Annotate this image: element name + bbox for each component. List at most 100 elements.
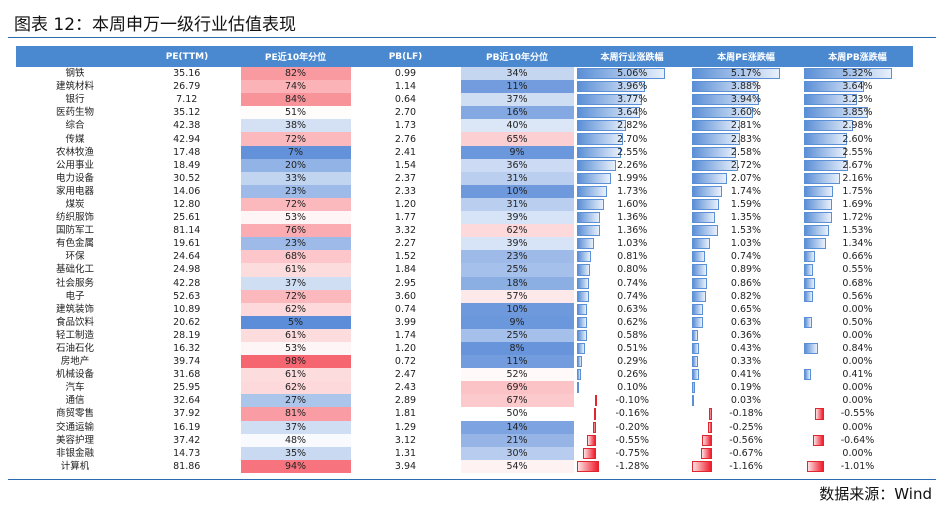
- title-divider: [8, 37, 936, 38]
- pb-percentile-cell: 67%: [459, 394, 575, 408]
- column-header: PE近10年分位: [240, 46, 351, 67]
- pe-value-cell: 81.86: [173, 460, 201, 472]
- change-value: 0.26%: [617, 369, 648, 381]
- pb-value-cell: 1.77: [394, 212, 417, 224]
- pb-percentile-cell: 11%: [459, 80, 575, 94]
- positive-bar: [576, 277, 590, 289]
- change-value: -0.18%: [729, 408, 763, 420]
- positive-bar: [692, 81, 759, 93]
- negative-bar: [708, 408, 712, 420]
- industry-change-cell: 3.64%: [574, 106, 690, 119]
- pe-value-cell: 35.12: [173, 107, 201, 119]
- industry-change-cell: 0.74%: [574, 290, 690, 303]
- industry-name: 非银金融: [55, 447, 94, 459]
- change-value: 1.72%: [842, 212, 873, 224]
- negative-bar: [700, 447, 712, 459]
- pb-change-cell: 1.69%: [802, 198, 913, 211]
- change-value: 2.72%: [730, 159, 762, 171]
- positive-bar: [576, 185, 607, 197]
- positive-bar: [576, 251, 591, 263]
- change-value: 0.51%: [617, 343, 648, 355]
- pb-value-cell: 1.31: [394, 447, 417, 459]
- pe-change-cell: 0.82%: [690, 290, 802, 303]
- negative-bar: [707, 421, 712, 433]
- positive-bar: [804, 133, 847, 145]
- change-value: 0.63%: [730, 316, 762, 328]
- pb-percentile-cell: 25%: [459, 328, 575, 342]
- table-row: 建筑材料 26.79 74% 1.14 11% 3.96% 3.88% 3.64%: [16, 80, 913, 94]
- positive-bar: [576, 133, 624, 145]
- pb-value-cell: 3.94: [394, 460, 417, 472]
- pb-change-cell: 0.84%: [802, 342, 913, 355]
- positive-bar: [692, 264, 708, 276]
- table-row: 银行 7.12 84% 0.64 37% 3.77% 3.94% 3.23%: [16, 93, 913, 107]
- industry-change-cell: -0.75%: [574, 447, 690, 460]
- chart-title: 图表 12：本周申万一级行业估值表现: [14, 15, 297, 35]
- positive-bar: [692, 277, 707, 289]
- change-value: 3.23%: [842, 94, 873, 106]
- pe-change-cell: 0.33%: [690, 355, 802, 368]
- pb-value-cell: 1.20: [394, 198, 417, 210]
- positive-bar: [576, 94, 643, 106]
- pb-change-cell: 0.41%: [802, 368, 913, 381]
- pb-change-cell: 0.66%: [802, 250, 913, 263]
- pe-percentile-cell: 74%: [239, 80, 352, 94]
- pb-percentile-cell: 65%: [459, 132, 575, 146]
- pe-percentile-cell: 37%: [239, 420, 352, 434]
- change-value: -0.55%: [615, 434, 650, 446]
- table-row: 基础化工 24.98 61% 1.84 25% 0.80% 0.89% 0.55%: [16, 263, 913, 277]
- change-value: 1.60%: [617, 198, 648, 210]
- industry-change-cell: 0.62%: [574, 316, 690, 329]
- positive-bar: [576, 264, 591, 276]
- change-value: -0.64%: [840, 434, 875, 446]
- positive-bar: [804, 107, 868, 119]
- table-row: 商贸零售 37.92 81% 1.81 50% -0.16% -0.18% -0.55%: [16, 407, 913, 421]
- industry-change-cell: 0.26%: [574, 368, 690, 381]
- bottom-divider: [8, 479, 936, 480]
- pe-percentile-cell: 51%: [239, 106, 352, 120]
- pe-value-cell: 17.48: [173, 146, 201, 158]
- positive-bar: [804, 277, 816, 289]
- pb-change-cell: 5.32%: [802, 67, 913, 80]
- positive-bar: [804, 212, 833, 224]
- pe-change-cell: -0.56%: [690, 434, 802, 447]
- change-value: 0.50%: [842, 316, 873, 328]
- positive-bar: [576, 238, 595, 250]
- positive-bar: [576, 172, 612, 184]
- table-row: 建筑装饰 10.89 62% 0.74 10% 0.63% 0.65% 0.00%: [16, 302, 913, 316]
- change-value: 0.68%: [842, 277, 873, 289]
- pb-value-cell: 1.52: [394, 251, 417, 263]
- pb-change-cell: 0.50%: [802, 316, 913, 329]
- change-value: 0.00%: [842, 382, 873, 394]
- industry-name: 食品饮料: [55, 316, 94, 328]
- change-value: 0.43%: [730, 343, 762, 355]
- pb-percentile-cell: 69%: [459, 381, 575, 395]
- table-row: 房地产 39.74 98% 0.72 11% 0.29% 0.33% 0.00%: [16, 355, 913, 369]
- change-value: 0.86%: [730, 277, 762, 289]
- industry-change-cell: 0.81%: [574, 250, 690, 263]
- change-value: 2.26%: [617, 159, 648, 171]
- industry-change-cell: 0.51%: [574, 342, 690, 355]
- pe-change-cell: 2.83%: [690, 132, 802, 145]
- column-header: 本周PE涨跌幅: [690, 46, 802, 67]
- change-value: -0.55%: [840, 408, 875, 420]
- table-row: 环保 24.64 68% 1.52 23% 0.81% 0.74% 0.66%: [16, 250, 913, 264]
- pb-change-cell: 1.53%: [802, 224, 913, 237]
- change-value: 2.55%: [617, 146, 648, 158]
- pb-percentile-cell: 40%: [459, 119, 575, 133]
- pe-change-cell: 0.43%: [690, 342, 802, 355]
- change-value: 0.00%: [842, 395, 873, 407]
- positive-bar: [804, 172, 840, 184]
- positive-bar: [576, 159, 616, 171]
- pb-percentile-cell: 36%: [459, 158, 575, 172]
- change-value: 0.84%: [842, 343, 873, 355]
- change-value: 1.35%: [730, 212, 762, 224]
- pe-percentile-cell: 62%: [239, 302, 352, 316]
- change-value: 1.34%: [842, 238, 873, 250]
- industry-change-cell: 0.80%: [574, 263, 690, 276]
- positive-bar: [692, 120, 740, 132]
- pe-value-cell: 81.14: [173, 225, 201, 237]
- positive-bar: [576, 342, 586, 355]
- source-note: 数据来源：Wind: [819, 485, 932, 503]
- pe-percentile-cell: 53%: [239, 341, 352, 356]
